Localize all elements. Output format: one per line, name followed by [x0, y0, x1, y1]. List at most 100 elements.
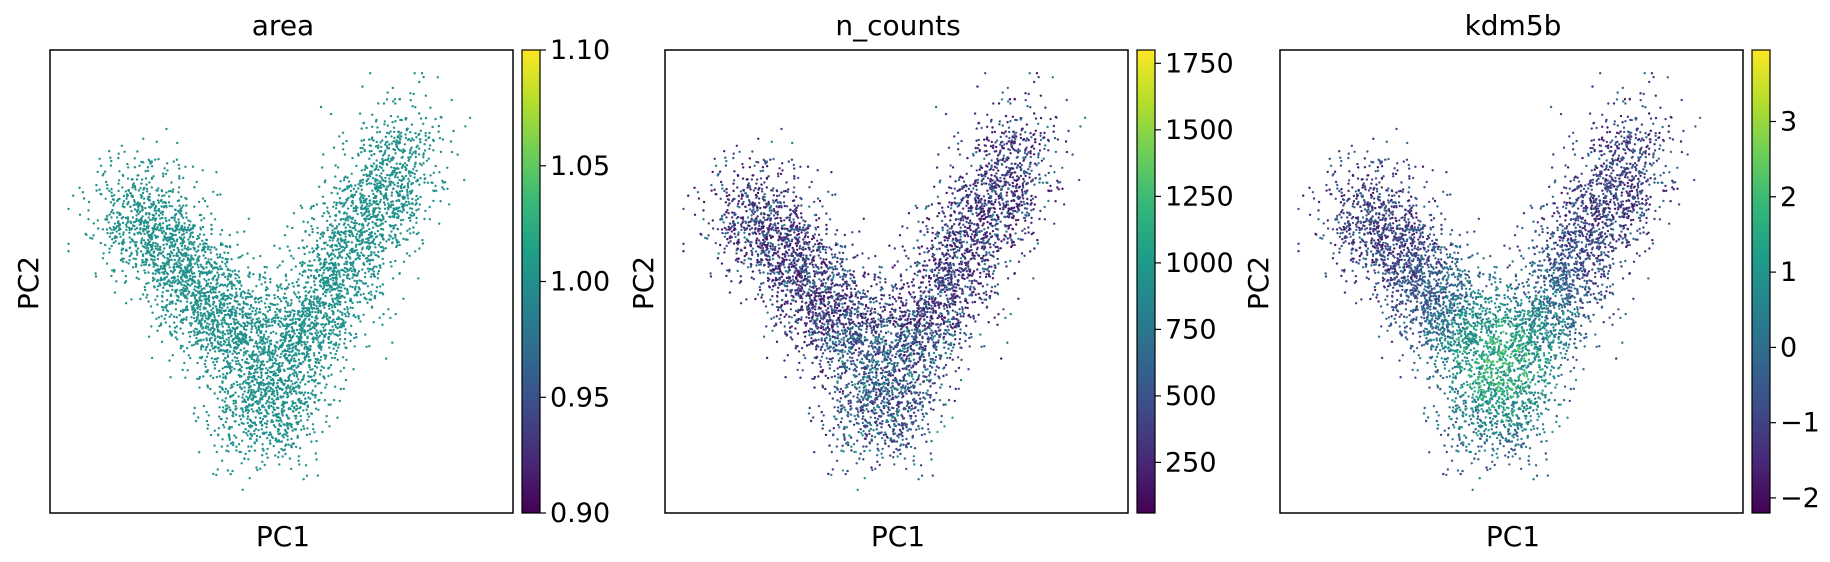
- scatter-point: [352, 368, 355, 371]
- scatter-point: [400, 166, 404, 169]
- scatter-point: [228, 302, 231, 305]
- scatter-point: [354, 245, 358, 248]
- scatter-point: [305, 408, 308, 411]
- scatter-point: [228, 344, 232, 347]
- scatter-point: [366, 207, 370, 210]
- scatter-point: [387, 308, 390, 311]
- scatter-point: [323, 202, 326, 205]
- scatter-point: [325, 219, 329, 223]
- scatter-point: [351, 233, 354, 236]
- scatter-point: [188, 277, 192, 280]
- scatter-point: [128, 236, 131, 239]
- scatter-point: [142, 230, 145, 233]
- scatter-point: [244, 379, 247, 382]
- scatter-point: [186, 297, 189, 300]
- scatter-point: [379, 192, 383, 195]
- scatter-point: [191, 265, 194, 269]
- scatter-point: [328, 302, 331, 306]
- scatter-point: [296, 284, 300, 287]
- scatter-point: [302, 311, 305, 314]
- scatter-point: [374, 187, 377, 190]
- scatter-point: [317, 344, 320, 347]
- scatter-point: [313, 297, 316, 301]
- scatter-point: [157, 157, 160, 161]
- scatter-point: [385, 240, 388, 243]
- scatter-point: [165, 227, 168, 230]
- scatter-point: [205, 325, 208, 328]
- scatter-point: [221, 367, 224, 370]
- scatter-point: [180, 228, 183, 231]
- scatter-point: [358, 288, 361, 291]
- scatter-point: [265, 431, 268, 434]
- scatter-point: [375, 235, 379, 238]
- scatter-point: [240, 421, 244, 425]
- scatter-point: [245, 328, 248, 332]
- scatter-point: [225, 285, 229, 288]
- scatter-point: [339, 237, 343, 240]
- scatter-point: [298, 370, 301, 374]
- scatter-point: [198, 233, 202, 236]
- scatter-point: [378, 200, 382, 204]
- scatter-point: [323, 399, 327, 402]
- scatter-point: [221, 306, 224, 310]
- scatter-point: [326, 226, 329, 229]
- scatter-point: [261, 342, 264, 346]
- scatter-point: [204, 257, 207, 260]
- scatter-point: [265, 426, 268, 429]
- scatter-point: [218, 375, 222, 378]
- scatter-point: [250, 388, 253, 391]
- scatter-point: [375, 286, 379, 289]
- scatter-point: [326, 276, 330, 280]
- scatter-point: [341, 313, 344, 316]
- scatter-point: [255, 378, 258, 381]
- scatter-point: [341, 356, 345, 359]
- scatter-point: [161, 194, 164, 198]
- scatter-point: [344, 270, 347, 274]
- scatter-point: [225, 257, 228, 261]
- scatter-point: [343, 239, 346, 242]
- scatter-point: [395, 139, 398, 142]
- scatter-point: [175, 316, 178, 319]
- scatter-point: [161, 291, 164, 294]
- scatter-point: [176, 141, 179, 145]
- scatter-point: [311, 423, 315, 426]
- scatter-point: [227, 272, 231, 276]
- scatter-point: [164, 264, 167, 267]
- scatter-point: [302, 425, 305, 428]
- scatter-point: [265, 297, 268, 301]
- scatter-point: [416, 179, 419, 182]
- scatter-point: [265, 293, 268, 297]
- scatter-point: [349, 333, 353, 336]
- scatter-point: [257, 317, 260, 320]
- scatter-point: [155, 227, 159, 230]
- scatter-point: [436, 76, 439, 79]
- scatter-point: [72, 194, 75, 197]
- scatter-point: [422, 156, 425, 159]
- scatter-point: [336, 309, 340, 312]
- chart-area: area PC1 PC2 0.900.951.001.051.10: [12, 9, 610, 553]
- scatter-point: [349, 300, 353, 303]
- scatter-point: [318, 253, 321, 257]
- scatter-point: [379, 190, 382, 193]
- scatter-point: [110, 216, 113, 219]
- scatter-point: [378, 165, 382, 168]
- scatter-point: [214, 291, 217, 294]
- scatter-point: [130, 209, 133, 213]
- scatter-point: [376, 126, 379, 129]
- scatter-point: [193, 294, 196, 298]
- scatter-point: [183, 222, 186, 225]
- scatter-point: [263, 313, 267, 317]
- scatter-point: [269, 281, 272, 284]
- scatter-point: [203, 292, 207, 295]
- scatter-point: [334, 214, 338, 217]
- scatter-point: [203, 278, 206, 281]
- scatter-point: [112, 198, 116, 202]
- scatter-point: [233, 332, 236, 336]
- scatter-point: [290, 268, 293, 271]
- scatter-point: [403, 162, 407, 165]
- scatter-point: [422, 152, 425, 155]
- scatter-point: [261, 417, 265, 421]
- scatter-point: [346, 276, 349, 280]
- scatter-point: [286, 391, 289, 395]
- scatter-point: [195, 180, 198, 184]
